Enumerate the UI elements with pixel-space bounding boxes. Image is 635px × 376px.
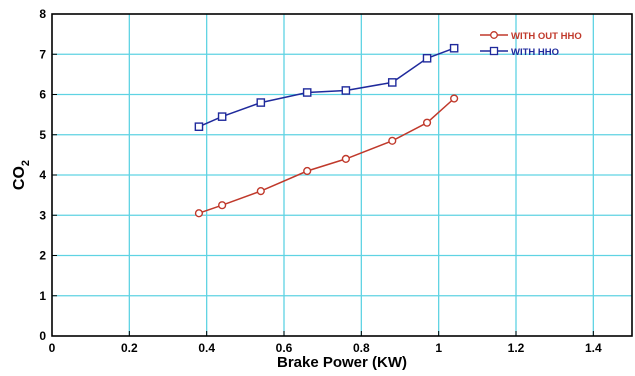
series-0-line — [198, 97, 455, 214]
series-0-point-2 — [256, 187, 265, 196]
y-tick-label-5: 5 — [39, 128, 46, 142]
series-1-point-6 — [422, 53, 432, 63]
x-tick-label-3: 0.6 — [276, 341, 293, 355]
series-1-point-0 — [194, 122, 204, 131]
legend-marker-0 — [490, 31, 498, 39]
series-1-point-4 — [341, 86, 351, 95]
y-tick-label-3: 3 — [39, 208, 46, 222]
y-tick-label-1: 1 — [39, 289, 46, 303]
y-tick-label-2: 2 — [39, 249, 46, 263]
series-1-point-1 — [217, 112, 227, 121]
y-tick-label-8: 8 — [39, 7, 46, 21]
grid — [52, 14, 632, 336]
series-1-point-5 — [387, 78, 397, 87]
legend-label-1: WITH HHO — [511, 47, 559, 58]
y-tick-label-6: 6 — [39, 88, 46, 102]
x-tick-label-2: 0.4 — [198, 341, 215, 355]
series-0-point-0 — [194, 209, 204, 218]
y-tick-label-7: 7 — [39, 47, 46, 61]
legend-label-0: WITH OUT HHO — [511, 31, 582, 42]
y-tick-label-0: 0 — [39, 329, 46, 343]
x-axis-label: Brake Power (KW) — [277, 354, 407, 371]
series-0-point-3 — [303, 166, 312, 176]
series-0-point-4 — [341, 154, 350, 164]
y-axis-label-main: CO — [11, 166, 28, 190]
series-1-line — [198, 47, 455, 128]
y-tick-label-4: 4 — [39, 168, 46, 182]
legend-marker-1 — [489, 46, 499, 56]
x-tick-label-1: 0.2 — [121, 341, 138, 355]
x-tick-label-5: 1 — [435, 341, 442, 355]
x-tick-label-7: 1.4 — [585, 341, 602, 355]
x-tick-label-6: 1.2 — [508, 341, 525, 355]
series-0-point-1 — [218, 201, 227, 210]
series-layer — [194, 43, 459, 218]
series-1-point-2 — [256, 98, 266, 107]
series-0-point-7 — [450, 94, 459, 103]
axis-ticks: 0 0.2 0.4 0.6 0.8 1 1.2 1.4 0 1 2 3 4 5 6 7 8 — [39, 7, 602, 355]
y-axis-label-subscript: 2 — [20, 160, 32, 166]
legend: WITH OUT HHO WITH HHO — [480, 31, 582, 58]
series-0-point-5 — [388, 136, 397, 145]
x-tick-label-4: 0.8 — [353, 341, 370, 355]
x-tick-label-0: 0 — [49, 341, 56, 355]
series-1-point-3 — [302, 88, 312, 97]
y-axis-label: CO2 — [11, 160, 32, 190]
series-0-point-6 — [422, 118, 432, 127]
series-1-point-7 — [449, 43, 459, 53]
